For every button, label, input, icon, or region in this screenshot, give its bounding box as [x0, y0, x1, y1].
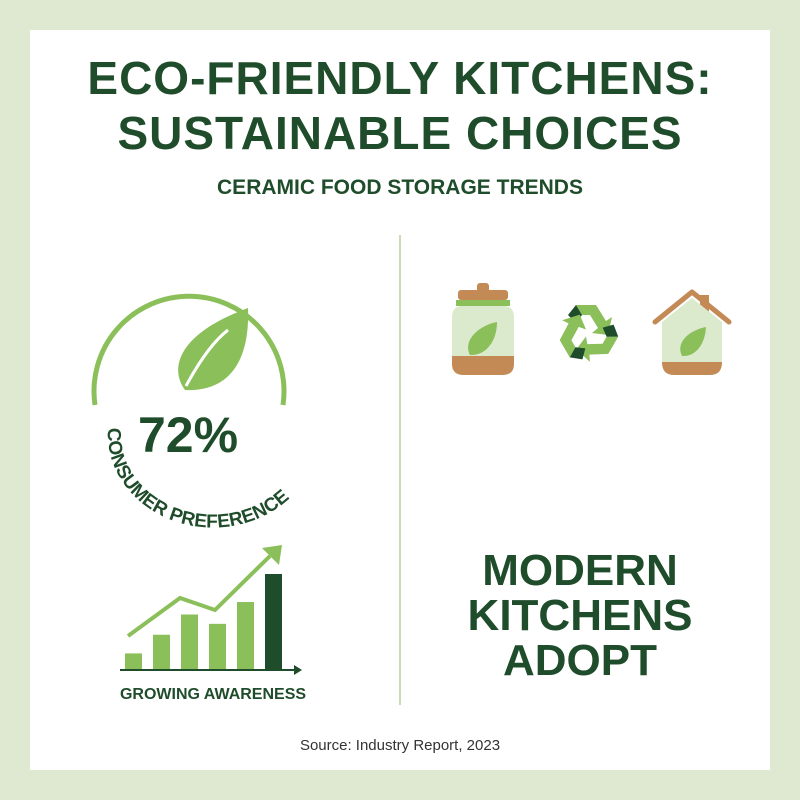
divider: [399, 235, 401, 705]
growth-bars: [125, 574, 282, 669]
recycle-icon: [551, 305, 623, 368]
leaf-icon: [178, 308, 249, 391]
trend-line: [126, 554, 272, 638]
stat-value: 72%: [138, 407, 238, 463]
modern-line-2: KITCHENS: [467, 591, 693, 640]
title-line-2: SUSTAINABLE CHOICES: [117, 107, 683, 159]
modern-line-1: MODERN: [482, 546, 678, 595]
modern-kitchens-text: MODERN KITCHENS ADOPT: [430, 548, 730, 683]
trend-arrow-icon: [262, 545, 282, 565]
jar-icon: [452, 283, 514, 375]
growth-bar: [209, 623, 226, 669]
growth-bar: [237, 602, 254, 669]
modern-line-3: ADOPT: [503, 636, 657, 685]
growth-label: GROWING AWARENESS: [120, 686, 306, 703]
source-note: Source: Industry Report, 2023: [299, 737, 501, 754]
growth-bar: [265, 574, 282, 669]
progress-arc: [91, 293, 287, 406]
axis-arrow-icon: [294, 665, 302, 675]
subtitle: CERAMIC FOOD STORAGE TRENDS: [217, 176, 583, 199]
house-icon: [652, 289, 732, 375]
title-line-1: ECO-FRIENDLY KITCHENS:: [87, 52, 713, 104]
growth-bar: [125, 653, 142, 669]
growth-bar: [181, 614, 198, 669]
growth-bar: [153, 634, 170, 669]
